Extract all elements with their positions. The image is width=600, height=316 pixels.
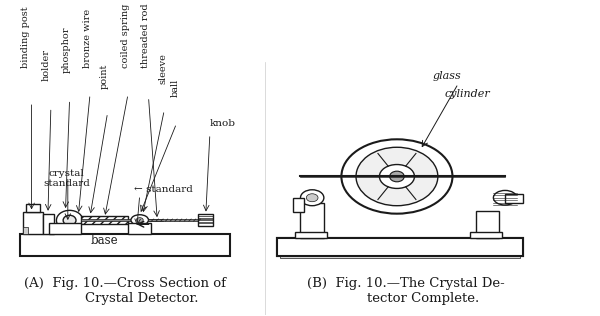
Bar xyxy=(505,194,523,203)
Text: holder: holder xyxy=(41,49,50,81)
Bar xyxy=(277,238,523,256)
Bar xyxy=(20,234,230,256)
Text: sleeve: sleeve xyxy=(158,53,167,83)
Text: glass: glass xyxy=(432,70,461,81)
Bar xyxy=(301,203,324,238)
Bar xyxy=(293,198,304,212)
Text: cylinder: cylinder xyxy=(444,89,490,99)
Text: base: base xyxy=(91,234,118,247)
Text: bronze wire: bronze wire xyxy=(83,9,92,68)
Bar xyxy=(23,227,28,234)
Ellipse shape xyxy=(389,171,404,182)
Ellipse shape xyxy=(307,194,318,202)
Ellipse shape xyxy=(56,210,83,230)
Text: binding post: binding post xyxy=(21,6,30,68)
Bar xyxy=(148,219,201,221)
Bar xyxy=(49,223,81,234)
Ellipse shape xyxy=(356,147,438,206)
Bar xyxy=(295,232,327,238)
Bar xyxy=(23,212,43,234)
Bar xyxy=(128,223,151,234)
Ellipse shape xyxy=(301,190,324,206)
Text: knob: knob xyxy=(210,119,236,128)
Bar xyxy=(26,204,40,212)
Bar xyxy=(81,219,163,221)
Bar xyxy=(280,239,520,258)
Text: phosphor: phosphor xyxy=(62,27,71,73)
Ellipse shape xyxy=(341,139,452,214)
Text: (B)  Fig. 10.—The Crystal De-
        tector Complete.: (B) Fig. 10.—The Crystal De- tector Comp… xyxy=(307,277,505,306)
Bar xyxy=(470,232,502,238)
Text: ball: ball xyxy=(170,79,179,97)
Ellipse shape xyxy=(379,165,415,188)
Text: crystal
standard: crystal standard xyxy=(43,168,90,188)
Text: coiled spring: coiled spring xyxy=(121,3,130,68)
Bar xyxy=(81,216,128,224)
Ellipse shape xyxy=(131,215,148,225)
Bar xyxy=(43,214,54,234)
Bar xyxy=(198,215,213,226)
Text: threaded rod: threaded rod xyxy=(141,3,150,68)
Text: (A)  Fig. 10.—Cross Section of
        Crystal Detector.: (A) Fig. 10.—Cross Section of Crystal De… xyxy=(24,277,226,306)
Text: ← standard: ← standard xyxy=(134,185,193,194)
Ellipse shape xyxy=(136,218,143,222)
Ellipse shape xyxy=(63,215,76,225)
Bar xyxy=(476,211,499,238)
Ellipse shape xyxy=(493,191,517,205)
Text: point: point xyxy=(100,64,109,89)
Bar xyxy=(277,238,523,256)
